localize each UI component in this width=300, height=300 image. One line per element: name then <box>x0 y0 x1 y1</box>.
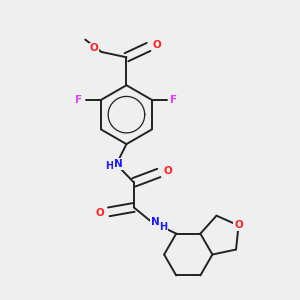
Text: H: H <box>160 222 168 232</box>
Text: O: O <box>163 167 172 176</box>
Text: F: F <box>75 95 82 105</box>
Text: O: O <box>152 40 161 50</box>
Text: N: N <box>114 159 123 169</box>
Text: H: H <box>105 161 113 171</box>
Text: F: F <box>170 95 178 105</box>
Text: O: O <box>96 208 104 218</box>
Text: N: N <box>151 217 160 227</box>
Text: O: O <box>90 44 98 53</box>
Text: O: O <box>234 220 243 230</box>
